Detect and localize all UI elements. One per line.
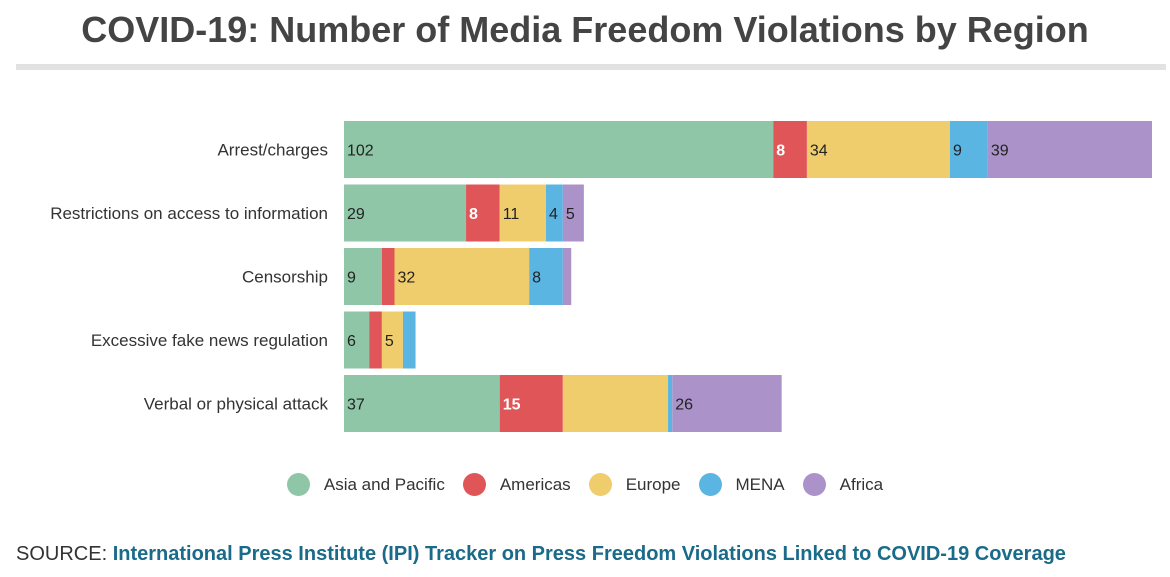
bar-segment-restrictions-on-access-to-information-europe [499, 184, 546, 242]
data-label-censorship-asia-and-pacific: 9 [347, 270, 356, 287]
data-label-censorship-mena: 8 [532, 270, 541, 287]
legend-swatch-mena [698, 473, 722, 496]
bar-segment-verbal-or-physical-attack-europe [562, 375, 669, 432]
data-label-restrictions-on-access-to-information-mena: 4 [549, 206, 558, 223]
legend-swatch-americas [462, 473, 486, 496]
bar-segment-verbal-or-physical-attack-mena [668, 375, 673, 432]
bar-segment-excessive-fake-news-regulation-asia-and-pacific [344, 311, 370, 369]
bar-segment-verbal-or-physical-attack-americas [499, 375, 563, 432]
category-label-restrictions-on-access-to-information: Restrictions on access to information [50, 204, 328, 223]
bar-segment-excessive-fake-news-regulation-mena [402, 311, 416, 369]
legend-label-asia-and-pacific: Asia and Pacific [323, 474, 445, 494]
data-label-arrest-charges-africa: 39 [991, 143, 1009, 160]
stacked-bar-chart: Arrest/charges 102 8 34 9 39 Restrictions on a… [50, 121, 1152, 432]
bar-segment-censorship-asia-and-pacific [344, 248, 382, 305]
source-note: SOURCE: International Press Institute (I… [16, 543, 1066, 566]
legend-item-mena: MENA [698, 473, 785, 496]
data-label-arrest-charges-americas: 8 [776, 143, 785, 160]
bar-segment-censorship-americas [381, 248, 395, 305]
legend-label-americas: Americas [499, 474, 571, 494]
category-label-excessive-fake-news-regulation: Excessive fake news regulation [91, 331, 328, 350]
data-label-restrictions-on-access-to-information-americas: 8 [469, 206, 478, 223]
legend-item-africa: Africa [802, 473, 884, 496]
legend-item-europe: Europe [588, 473, 681, 496]
data-label-excessive-fake-news-regulation-europe: 5 [385, 333, 394, 350]
bar-segment-restrictions-on-access-to-information-mena [546, 184, 563, 242]
bar-segment-arrest-charges-europe [806, 121, 950, 178]
data-label-arrest-charges-mena: 9 [953, 143, 962, 160]
bar-segment-restrictions-on-access-to-information-americas [466, 184, 500, 242]
chart-title: COVID-19: Number of Media Freedom Violat… [81, 9, 1089, 50]
legend-label-africa: Africa [839, 474, 884, 494]
bar-segment-verbal-or-physical-attack-asia-and-pacific [344, 375, 500, 432]
data-label-arrest-charges-europe: 34 [810, 143, 828, 160]
bar-segment-restrictions-on-access-to-information-africa [562, 184, 584, 242]
bar-segment-censorship-mena [529, 248, 563, 305]
legend-swatch-africa [802, 473, 826, 496]
legend-label-europe: Europe [625, 474, 681, 494]
data-label-restrictions-on-access-to-information-africa: 5 [566, 206, 575, 223]
bar-segment-excessive-fake-news-regulation-americas [369, 311, 382, 369]
source-prefix: SOURCE: [16, 543, 108, 565]
data-label-censorship-europe: 32 [398, 270, 416, 287]
data-label-arrest-charges-asia-and-pacific: 102 [347, 143, 374, 160]
bar-segment-arrest-charges-asia-and-pacific [344, 121, 774, 178]
source-link[interactable]: International Press Institute (IPI) Trac… [112, 543, 1066, 565]
bar-segment-censorship-europe [394, 248, 530, 305]
bar-segment-arrest-charges-africa [987, 121, 1152, 178]
data-label-excessive-fake-news-regulation-asia-and-pacific: 6 [347, 333, 356, 350]
data-label-verbal-or-physical-attack-americas: 15 [503, 397, 521, 414]
bar-segment-arrest-charges-mena [950, 121, 988, 178]
legend-swatch-asia-and-pacific [286, 473, 310, 496]
bar-segment-excessive-fake-news-regulation-europe [381, 311, 403, 369]
category-label-arrest-charges: Arrest/charges [217, 141, 328, 160]
legend-item-americas: Americas [462, 473, 571, 496]
category-label-censorship: Censorship [242, 268, 328, 287]
data-label-restrictions-on-access-to-information-asia-and-pacific: 29 [347, 206, 365, 223]
data-label-restrictions-on-access-to-information-europe: 11 [503, 206, 520, 223]
title-divider [16, 64, 1166, 70]
chart-legend: Asia and Pacific Americas Europe MENA Africa [0, 473, 1170, 496]
bar-segment-verbal-or-physical-attack-africa [672, 375, 782, 432]
category-label-verbal-or-physical-attack: Verbal or physical attack [144, 395, 329, 414]
legend-swatch-europe [588, 473, 612, 496]
bar-segment-restrictions-on-access-to-information-asia-and-pacific [344, 184, 467, 242]
bar-segment-arrest-charges-americas [773, 121, 807, 178]
data-label-verbal-or-physical-attack-africa: 26 [675, 397, 693, 414]
legend-item-asia-and-pacific: Asia and Pacific [286, 473, 445, 496]
legend-label-mena: MENA [735, 474, 785, 494]
data-label-verbal-or-physical-attack-asia-and-pacific: 37 [347, 397, 365, 414]
bar-segment-censorship-africa [562, 248, 572, 305]
